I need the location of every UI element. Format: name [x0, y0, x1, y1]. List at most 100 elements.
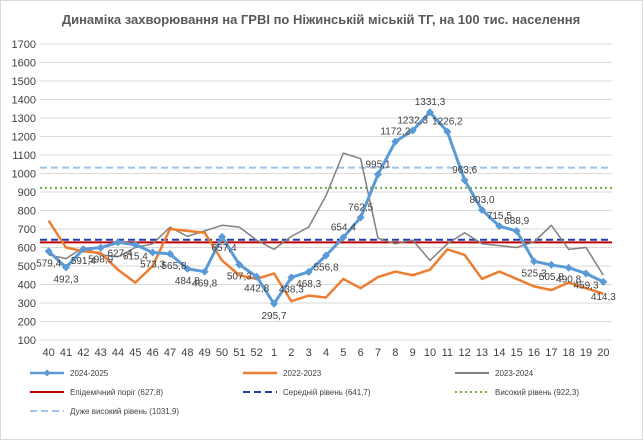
- data-point: [62, 263, 70, 272]
- data-label: 1331,3: [415, 97, 446, 108]
- data-point: [547, 260, 556, 269]
- data-label: 525,3: [521, 268, 546, 279]
- x-tick-label: 44: [112, 347, 124, 359]
- y-tick-label: 1300: [12, 113, 36, 125]
- y-tick-label: 700: [18, 224, 36, 236]
- data-label: 762,5: [348, 202, 373, 213]
- x-tick-label: 3: [306, 347, 312, 359]
- x-tick-label: 8: [392, 347, 398, 359]
- x-tick-label: 5: [340, 347, 346, 359]
- y-tick-label: 900: [18, 187, 36, 199]
- data-label: 414,3: [591, 292, 616, 303]
- data-label: 627,4: [107, 248, 132, 259]
- data-label: 295,7: [261, 311, 286, 322]
- data-label: 484,8: [175, 276, 200, 287]
- x-tick-label: 48: [181, 347, 193, 359]
- y-tick-label: 300: [18, 298, 36, 310]
- data-point: [443, 127, 452, 136]
- data-label: 1172,2: [380, 127, 410, 138]
- x-tick-label: 10: [424, 347, 436, 359]
- data-label: 615,4: [123, 252, 148, 263]
- y-tick-label: 100: [18, 335, 36, 347]
- y-tick-label: 1400: [12, 95, 36, 107]
- data-label: 490,8: [556, 275, 581, 286]
- series-markers: [44, 108, 608, 308]
- data-point: [96, 243, 105, 252]
- x-tick-label: 42: [77, 347, 89, 359]
- data-label: 688,9: [504, 216, 529, 227]
- data-point: [114, 238, 122, 247]
- x-tick-label: 12: [459, 347, 471, 359]
- legend-label: Середній рівень (641,7): [283, 388, 371, 397]
- x-tick-label: 9: [410, 347, 416, 359]
- data-label: 469,8: [192, 279, 217, 290]
- data-label: 598,9: [88, 255, 113, 266]
- legend-label: Епідемічний поріг (627,8): [70, 388, 163, 397]
- series-line: [47, 219, 604, 303]
- y-tick-label: 200: [18, 317, 36, 329]
- x-tick-label: 51: [233, 347, 245, 359]
- data-label: 803,0: [469, 195, 494, 206]
- x-tick-label: 14: [493, 347, 505, 359]
- data-label: 573,3: [140, 259, 165, 270]
- data-label: 556,8: [313, 262, 338, 273]
- data-point: [304, 267, 313, 276]
- data-point: [339, 233, 348, 242]
- x-tick-label: 2: [288, 347, 294, 359]
- y-tick-label: 800: [18, 206, 36, 218]
- data-point: [460, 176, 469, 185]
- data-point: [408, 126, 417, 135]
- data-label: 1232,3: [397, 116, 428, 127]
- x-tick-label: 43: [95, 347, 107, 359]
- data-point: [478, 205, 486, 214]
- data-point: [79, 245, 88, 254]
- chart-title: Динаміка захворювання на ГРВІ по Ніжинсь…: [62, 12, 580, 27]
- y-tick-label: 500: [18, 261, 36, 273]
- data-label: 459,3: [573, 281, 598, 292]
- x-tick-label: 18: [563, 347, 575, 359]
- x-tick-label: 6: [358, 347, 364, 359]
- data-label: 438,3: [279, 284, 304, 295]
- x-tick-label: 40: [43, 347, 55, 359]
- data-point: [530, 257, 538, 266]
- data-label: 1226,2: [432, 117, 463, 128]
- x-tick-label: 7: [375, 347, 381, 359]
- x-tick-label: 52: [251, 347, 263, 359]
- legend-label: 2023-2024: [495, 369, 534, 378]
- x-tick-label: 20: [597, 347, 609, 359]
- data-point: [235, 260, 244, 269]
- x-tick-label: 19: [580, 347, 592, 359]
- legend-marker: [43, 369, 51, 377]
- data-point: [131, 240, 140, 249]
- data-point: [564, 263, 573, 272]
- data-point: [582, 269, 590, 278]
- x-tick-label: 16: [528, 347, 540, 359]
- data-label: 654,4: [331, 222, 356, 233]
- data-label: 963,6: [452, 165, 477, 176]
- x-tick-label: 4: [323, 347, 329, 359]
- data-point: [599, 277, 608, 286]
- data-label: 715,5: [487, 211, 512, 222]
- y-tick-label: 1500: [12, 76, 36, 88]
- data-point: [391, 137, 400, 146]
- x-axis-ticks: 40 41 42 43 44 45 46 47 48 49 50 51 52 1 2 3 4 5 6 7 8 9 10 11 1…: [43, 347, 610, 359]
- data-point: [287, 273, 296, 282]
- x-tick-label: 17: [545, 347, 557, 359]
- data-point: [183, 264, 192, 273]
- x-tick-label: 49: [199, 347, 211, 359]
- data-point: [200, 267, 209, 276]
- x-tick-label: 50: [216, 347, 228, 359]
- data-point: [166, 249, 174, 258]
- y-tick-label: 1700: [12, 39, 36, 51]
- data-point: [512, 227, 521, 236]
- data-label: 492,3: [53, 274, 78, 285]
- data-point: [374, 170, 382, 179]
- y-tick-label: 1000: [12, 169, 36, 181]
- data-label: 591,4: [71, 256, 96, 267]
- legend-label: 2024-2025: [70, 369, 109, 378]
- legend-label: Високий рівень (922,3): [495, 388, 579, 397]
- x-tick-label: 1: [271, 347, 277, 359]
- data-point: [252, 272, 261, 281]
- data-point: [426, 108, 434, 117]
